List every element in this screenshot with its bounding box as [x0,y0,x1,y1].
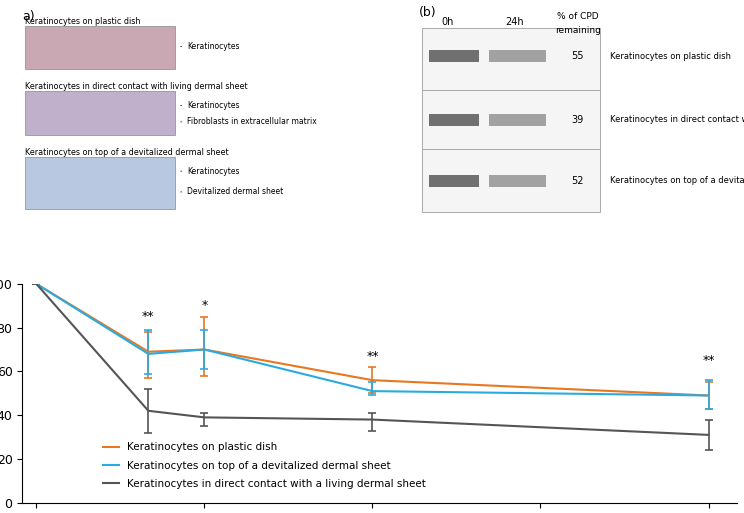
Text: Keratinocytes: Keratinocytes [181,101,240,110]
Bar [25,157,175,209]
Text: Devitalized dermal sheet: Devitalized dermal sheet [181,187,283,196]
Text: % of CPD: % of CPD [557,12,599,22]
Text: Keratinocytes on plastic dish: Keratinocytes on plastic dish [609,52,731,61]
Bar [429,114,479,126]
Text: Keratinocytes in direct contact with a living dermal sh…: Keratinocytes in direct contact with a l… [609,115,744,124]
Legend: Keratinocytes on plastic dish, Keratinocytes on top of a devitalized dermal shee: Keratinocytes on plastic dish, Keratinoc… [99,438,430,493]
Text: 24h: 24h [505,17,524,27]
Text: Keratinocytes on top of a devitalized dermal sheet: Keratinocytes on top of a devitalized de… [25,148,229,157]
Bar [489,50,546,62]
Bar [423,90,600,91]
Text: **: ** [702,354,715,367]
Text: a): a) [22,10,35,23]
Text: **: ** [142,310,155,323]
Text: **: ** [366,350,379,363]
Text: Keratinocytes on plastic dish: Keratinocytes on plastic dish [25,17,141,26]
Bar [423,28,600,212]
Bar [429,50,479,62]
Text: *: * [202,299,208,312]
Bar [489,114,546,126]
Bar [423,149,600,150]
Text: 55: 55 [571,51,584,61]
Bar [489,175,546,187]
Bar [25,26,175,69]
Text: remaining: remaining [555,26,600,34]
Text: Keratinocytes: Keratinocytes [181,42,240,51]
Text: Keratinocytes in direct contact with living dermal sheet: Keratinocytes in direct contact with liv… [25,83,248,91]
Text: Keratinocytes on top of a devitalized dermal sheet: Keratinocytes on top of a devitalized de… [609,176,744,186]
Bar [25,91,175,135]
Text: (b): (b) [419,6,437,19]
Text: Keratinocytes: Keratinocytes [181,167,240,175]
Text: Fibroblasts in extracellular matrix: Fibroblasts in extracellular matrix [181,117,317,126]
Bar [429,175,479,187]
Text: 39: 39 [571,115,584,125]
Text: 0h: 0h [441,17,454,27]
Text: 52: 52 [571,176,584,186]
